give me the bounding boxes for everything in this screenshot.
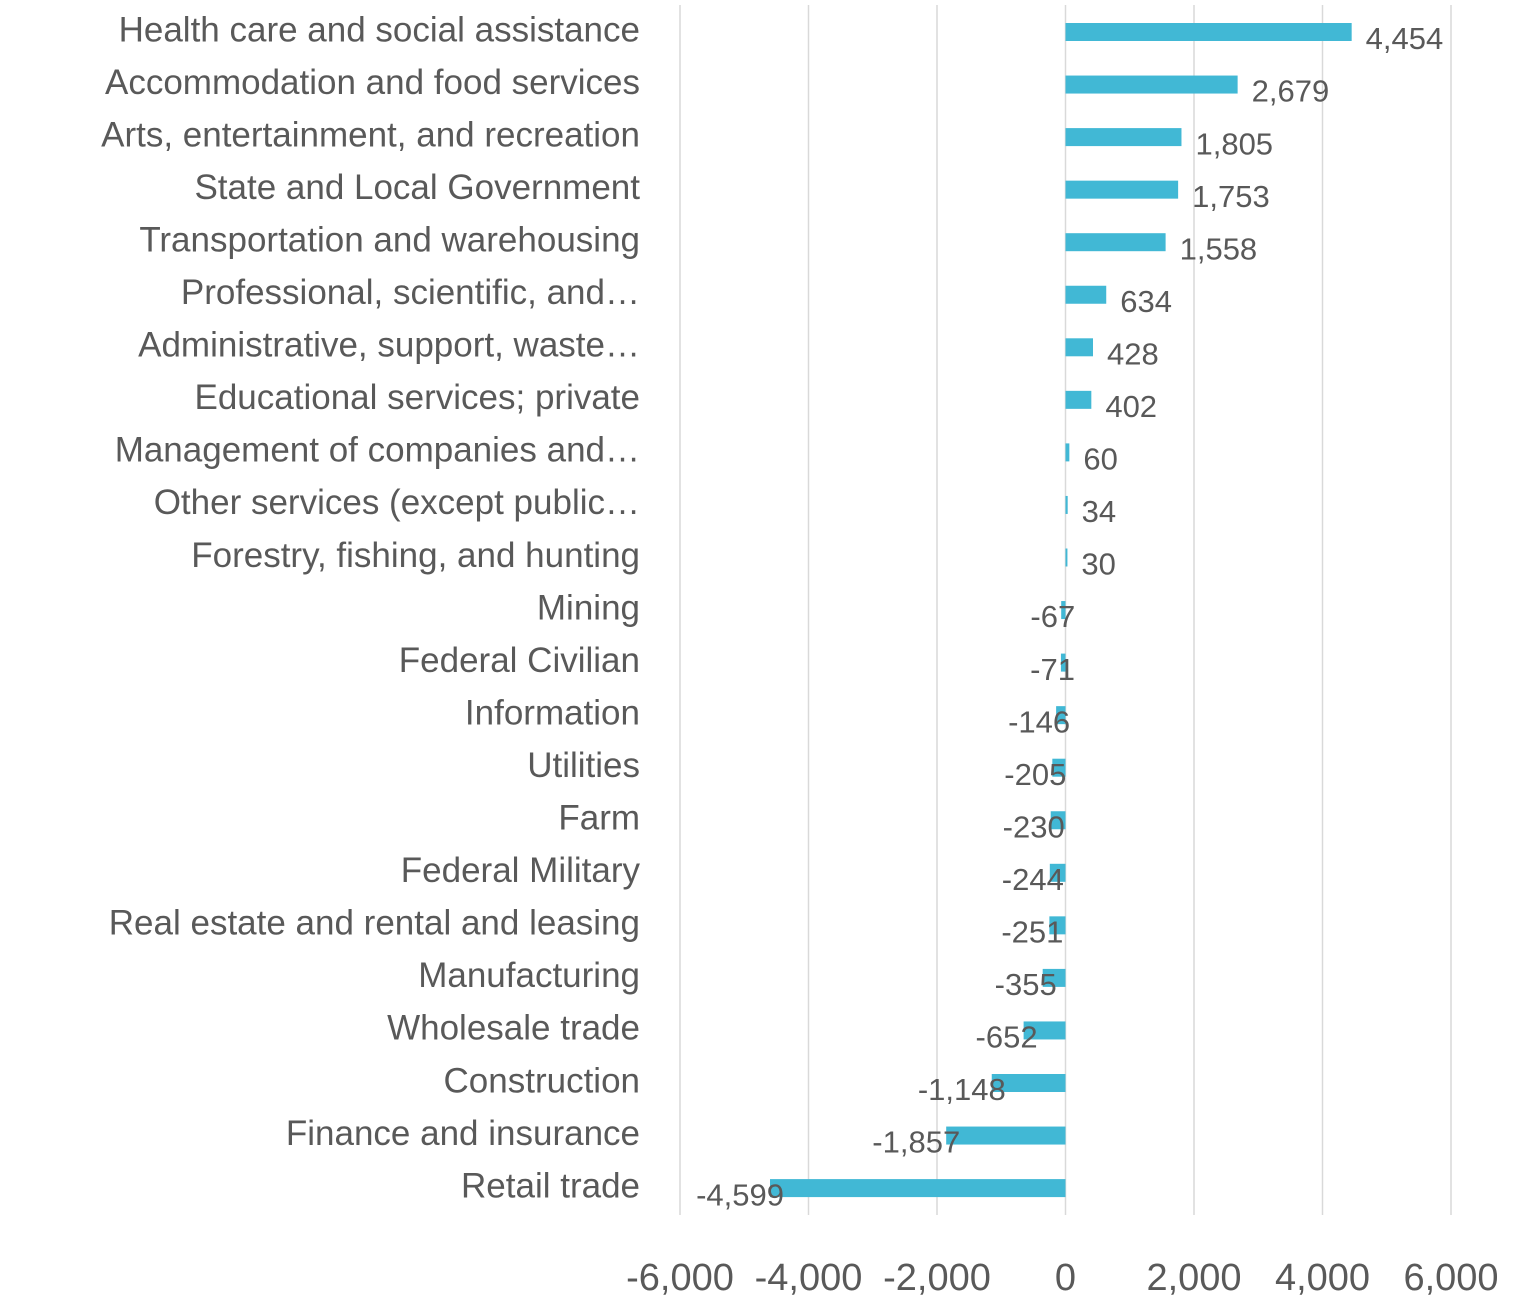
x-tick-label: 2,000 (1146, 1257, 1241, 1299)
category-label: Transportation and warehousing (139, 220, 640, 259)
category-label: Professional, scientific, and… (181, 273, 640, 312)
category-label: Federal Military (401, 851, 641, 890)
value-label: 1,805 (1195, 126, 1273, 161)
bar (1065, 548, 1068, 567)
bar (1052, 758, 1066, 777)
bar (991, 1074, 1066, 1092)
category-label: Management of companies and… (115, 431, 640, 470)
value-label: -4,599 (696, 1177, 784, 1212)
value-label: 34 (1082, 494, 1116, 529)
value-label: -230 (1003, 809, 1065, 844)
bar (1056, 706, 1066, 725)
category-label: Federal Civilian (399, 641, 640, 680)
value-label: 402 (1105, 389, 1157, 424)
category-label: Retail trade (461, 1166, 640, 1205)
category-label: Real estate and rental and leasing (109, 904, 640, 943)
category-label: Manufacturing (418, 956, 640, 995)
value-label: 60 (1083, 442, 1117, 477)
value-label: 1,753 (1192, 179, 1270, 214)
bar (1049, 916, 1066, 935)
category-label: Farm (558, 799, 640, 838)
category-label: Utilities (527, 746, 640, 785)
bar (1050, 811, 1066, 830)
category-label: Educational services; private (195, 378, 641, 417)
category-label: Accommodation and food services (105, 63, 640, 102)
x-tick-label: 4,000 (1275, 1257, 1370, 1299)
bar (1065, 338, 1093, 357)
bar (1065, 23, 1352, 41)
value-label: -205 (1004, 757, 1066, 792)
value-label: 30 (1081, 547, 1115, 582)
value-label: -1,148 (918, 1072, 1006, 1107)
value-label: -67 (1030, 599, 1075, 634)
bar (770, 1179, 1066, 1198)
category-label: Information (465, 693, 640, 732)
value-label: -355 (995, 967, 1057, 1002)
bar (1049, 863, 1066, 882)
bar (1023, 1021, 1066, 1040)
bar (1065, 233, 1166, 252)
category-label: Health care and social assistance (119, 10, 640, 49)
category-label: Administrative, support, waste… (138, 326, 640, 365)
x-tick-label: -4,000 (755, 1257, 863, 1299)
bar (1060, 653, 1066, 672)
bar (1061, 601, 1066, 620)
bar (1065, 128, 1182, 147)
x-tick-label: -6,000 (626, 1257, 734, 1299)
value-label: 634 (1120, 284, 1172, 319)
value-label: -244 (1002, 862, 1064, 897)
category-label: Mining (537, 588, 640, 627)
category-label: Wholesale trade (387, 1009, 640, 1048)
bar (1065, 75, 1238, 94)
value-label: 2,679 (1252, 74, 1330, 109)
value-label: -1,857 (872, 1125, 960, 1160)
bar (1065, 495, 1068, 514)
value-label: 428 (1107, 336, 1159, 371)
category-label: Construction (444, 1061, 640, 1100)
x-tick-label: 6,000 (1403, 1257, 1498, 1299)
value-label: 4,454 (1366, 21, 1444, 56)
bar (1042, 968, 1066, 987)
x-tick-label: -2,000 (883, 1257, 991, 1299)
value-label: 1,558 (1180, 231, 1258, 266)
category-label: Arts, entertainment, and recreation (101, 115, 640, 154)
bar (1065, 390, 1092, 409)
bar (1065, 285, 1107, 304)
category-label: Forestry, fishing, and hunting (191, 536, 640, 575)
bar (1065, 443, 1070, 462)
category-label: Other services (except public… (154, 483, 640, 522)
category-label: State and Local Government (194, 168, 640, 207)
value-label: -71 (1030, 652, 1075, 687)
value-label: -652 (976, 1020, 1038, 1055)
x-tick-label: 0 (1055, 1257, 1076, 1299)
bar (946, 1126, 1066, 1145)
category-label: Finance and insurance (286, 1114, 640, 1153)
value-label: -146 (1008, 704, 1070, 739)
value-label: -251 (1001, 915, 1063, 950)
bar (1065, 180, 1179, 199)
